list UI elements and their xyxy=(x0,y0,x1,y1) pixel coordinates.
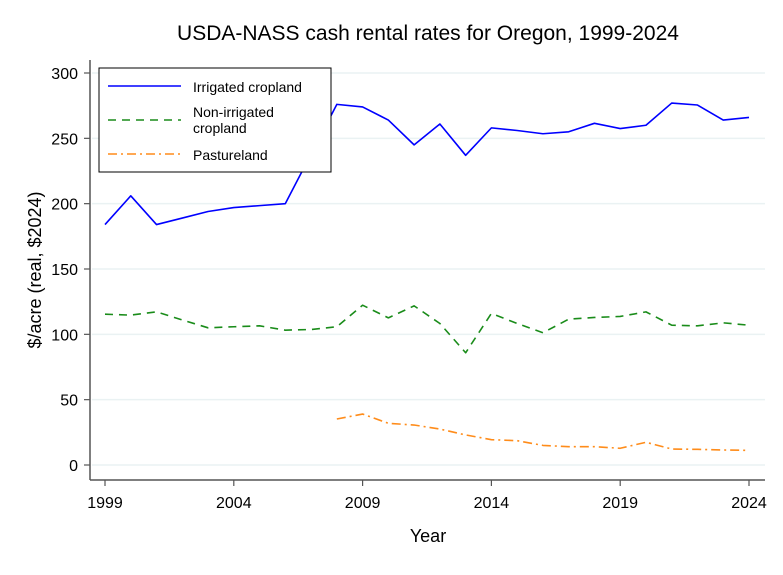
y-tick-label: 0 xyxy=(69,458,78,475)
y-tick-label: 100 xyxy=(51,327,78,344)
x-tick-label: 1999 xyxy=(87,495,123,512)
y-axis-label: $/acre (real, $2024) xyxy=(25,191,45,348)
legend: Irrigated cropland Non-irrigated croplan… xyxy=(99,68,331,172)
x-tick-label: 2024 xyxy=(731,495,767,512)
x-axis-label: Year xyxy=(410,526,446,546)
x-tick-label: 2009 xyxy=(345,495,381,512)
legend-label-non-irrigated-line1: Non-irrigated xyxy=(193,104,274,120)
y-tick-label: 150 xyxy=(51,262,78,279)
series-line-pastureland xyxy=(337,414,749,450)
y-tick-label: 300 xyxy=(51,66,78,83)
y-tick-label: 50 xyxy=(60,393,78,410)
chart-title: USDA-NASS cash rental rates for Oregon, … xyxy=(177,22,679,45)
legend-label-pastureland: Pastureland xyxy=(193,147,268,163)
x-tick-label: 2014 xyxy=(474,495,510,512)
legend-label-irrigated: Irrigated cropland xyxy=(193,79,302,95)
x-tick-label: 2004 xyxy=(216,495,252,512)
y-tick-label: 250 xyxy=(51,131,78,148)
legend-label-non-irrigated-line2: cropland xyxy=(193,120,247,136)
y-tick-label: 200 xyxy=(51,197,78,214)
x-tick-label: 2019 xyxy=(602,495,638,512)
series-line-non-irrigated-cropland xyxy=(105,305,749,353)
